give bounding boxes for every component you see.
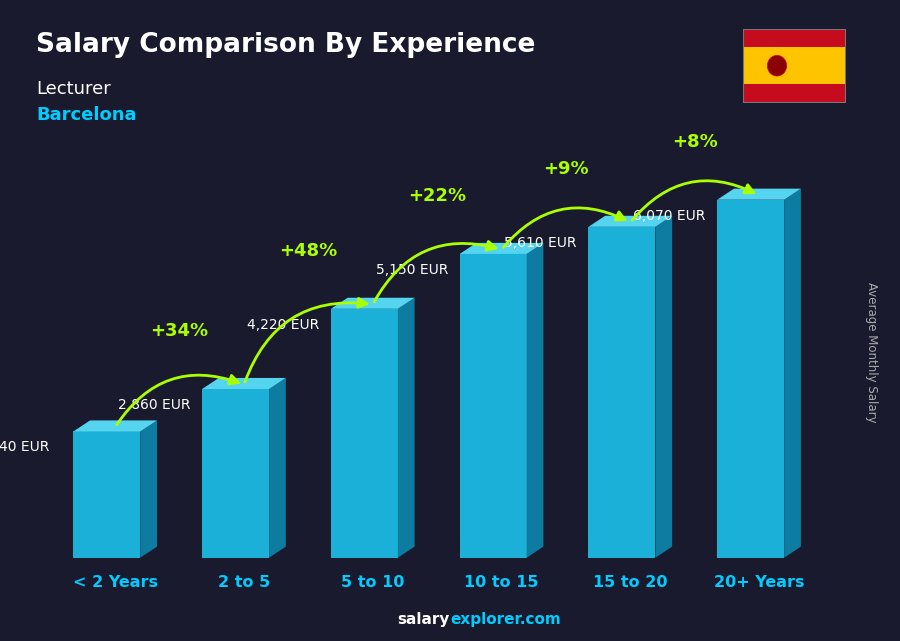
Text: 5,610 EUR: 5,610 EUR (504, 236, 577, 250)
Polygon shape (331, 309, 398, 558)
Bar (742, 29, 846, 47)
Polygon shape (784, 188, 801, 558)
Text: 6,070 EUR: 6,070 EUR (634, 208, 706, 222)
Text: 2,140 EUR: 2,140 EUR (0, 440, 49, 454)
Text: 15 to 20: 15 to 20 (593, 576, 668, 590)
Bar (742, 84, 846, 103)
Text: +22%: +22% (408, 187, 466, 205)
Polygon shape (589, 227, 655, 558)
Polygon shape (655, 216, 672, 558)
Polygon shape (269, 378, 286, 558)
Text: 10 to 15: 10 to 15 (464, 576, 539, 590)
Polygon shape (717, 188, 801, 200)
Text: Lecturer: Lecturer (36, 80, 111, 98)
Text: Barcelona: Barcelona (36, 106, 137, 124)
Polygon shape (460, 243, 544, 254)
Polygon shape (589, 216, 672, 227)
Text: Salary Comparison By Experience: Salary Comparison By Experience (36, 32, 536, 58)
Text: < 2 Years: < 2 Years (73, 576, 158, 590)
Text: +9%: +9% (543, 160, 589, 178)
Text: 5 to 10: 5 to 10 (341, 576, 404, 590)
Polygon shape (526, 243, 544, 558)
Text: +34%: +34% (150, 322, 209, 340)
Polygon shape (73, 420, 157, 431)
Text: 5,150 EUR: 5,150 EUR (375, 263, 448, 277)
Polygon shape (140, 420, 157, 558)
Text: salary: salary (398, 612, 450, 627)
Polygon shape (398, 298, 415, 558)
Polygon shape (331, 298, 415, 309)
Text: +8%: +8% (671, 133, 717, 151)
Polygon shape (717, 200, 784, 558)
Bar (742, 47, 846, 84)
Polygon shape (73, 431, 140, 558)
Text: explorer.com: explorer.com (450, 612, 561, 627)
Text: 4,220 EUR: 4,220 EUR (248, 318, 320, 331)
Polygon shape (202, 389, 269, 558)
Text: +48%: +48% (279, 242, 338, 260)
Polygon shape (202, 378, 286, 389)
Circle shape (768, 55, 787, 76)
Text: Average Monthly Salary: Average Monthly Salary (865, 282, 878, 423)
Text: 2 to 5: 2 to 5 (218, 576, 270, 590)
Text: 2,860 EUR: 2,860 EUR (118, 398, 191, 412)
Text: 20+ Years: 20+ Years (714, 576, 805, 590)
Polygon shape (460, 254, 526, 558)
